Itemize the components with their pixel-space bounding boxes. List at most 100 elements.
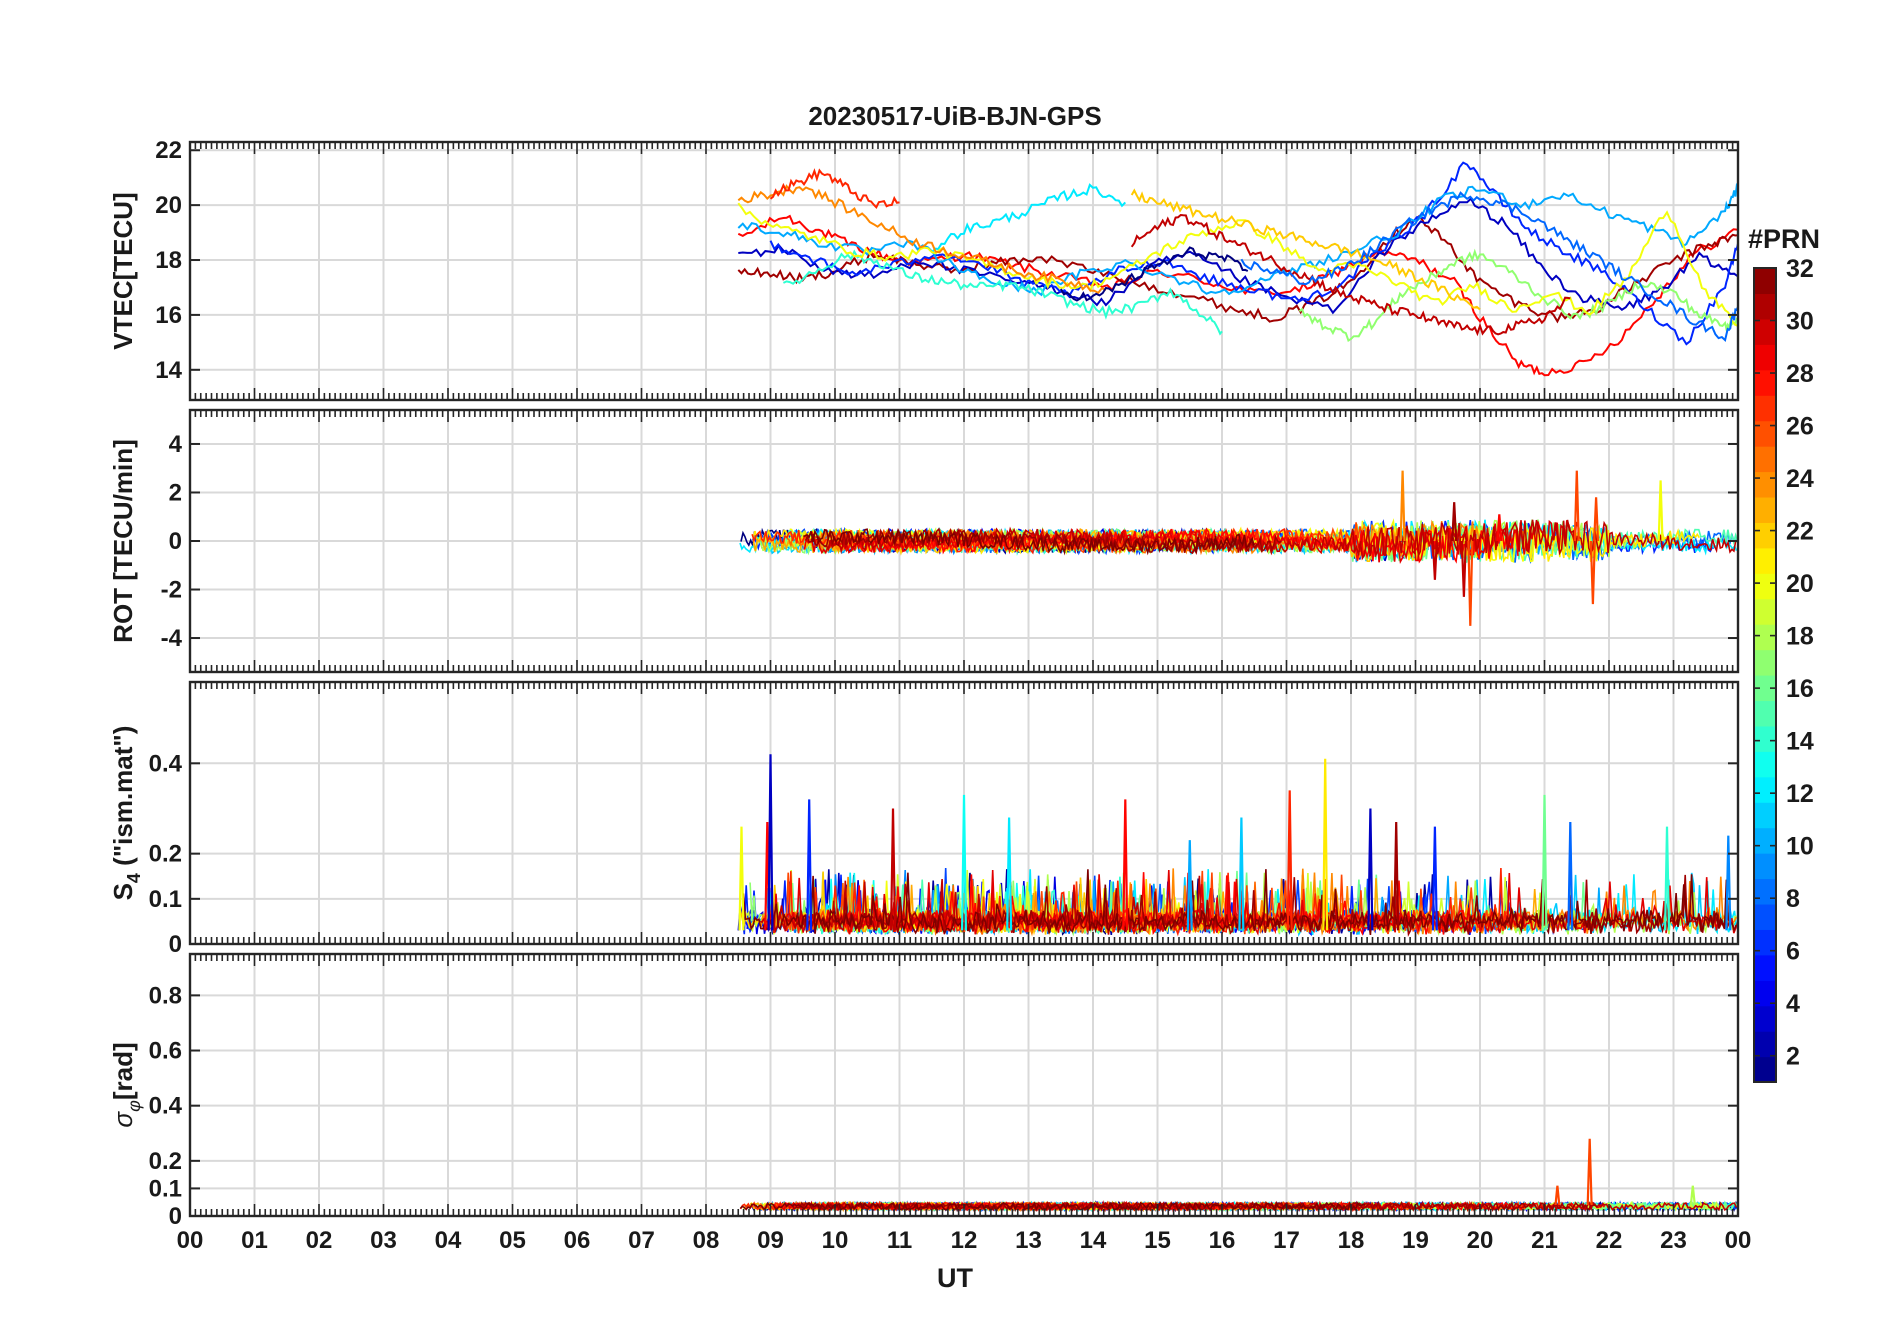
y-tick-label: 0.2 — [149, 1148, 182, 1175]
y-tick-label: 18 — [155, 247, 182, 274]
colorbar-segment — [1754, 827, 1776, 854]
colorbar-segment — [1754, 395, 1776, 422]
colorbar-tick-label: 32 — [1786, 255, 1814, 283]
vtec-series-prn-28 — [737, 214, 1738, 377]
chart-title: 20230517-UiB-BJN-GPS — [808, 101, 1101, 131]
colorbar-tick-label: 22 — [1786, 518, 1814, 546]
vtec-series-prn-12 — [930, 183, 1127, 254]
s4-spike — [1286, 790, 1293, 931]
colorbar-tick-label: 24 — [1786, 465, 1814, 493]
s4-spike — [1122, 799, 1129, 931]
x-tick-label: 09 — [757, 1227, 784, 1254]
x-tick-label: 07 — [628, 1227, 655, 1254]
colorbar-segment — [1754, 802, 1776, 829]
colorbar-tick-label: 16 — [1786, 675, 1814, 703]
rot-spike — [1467, 540, 1474, 626]
s4-spike — [1567, 821, 1574, 931]
colorbar-tick-label: 2 — [1786, 1043, 1800, 1071]
colorbar-segment — [1754, 675, 1776, 702]
colorbar-tick-label: 26 — [1786, 413, 1814, 441]
colorbar-segment — [1754, 878, 1776, 905]
s4-spike — [1006, 817, 1013, 931]
s4-spike — [890, 808, 897, 931]
colorbar-segment — [1754, 598, 1776, 625]
colorbar-segment — [1754, 522, 1776, 549]
y-axis-label: VTEC[TECU] — [108, 192, 138, 349]
colorbar-frame — [1753, 267, 1777, 1083]
y-axis-label: ROT [TECU/min] — [108, 439, 138, 643]
y-tick-label: 14 — [155, 357, 182, 384]
colorbar-segment — [1754, 1056, 1776, 1083]
vtec-series-prn-3 — [738, 196, 1738, 315]
colorbar-tick-label: 20 — [1786, 570, 1814, 598]
colorbar-segment — [1754, 471, 1776, 498]
rot-spike — [1573, 470, 1580, 542]
colorbar-segment — [1754, 573, 1776, 600]
y-tick-label: 0.6 — [149, 1038, 182, 1065]
rot-spike — [1657, 480, 1664, 542]
colorbar-segment — [1754, 420, 1776, 447]
colorbar-segment — [1754, 980, 1776, 1007]
colorbar-tick-label: 6 — [1786, 938, 1800, 966]
s4-spike — [1367, 808, 1374, 931]
x-tick-label: 00 — [177, 1227, 204, 1254]
x-axis-label: UT — [937, 1263, 973, 1293]
colorbar-tick-label: 28 — [1786, 360, 1814, 388]
sigphi-spike — [1689, 1185, 1696, 1206]
y-tick-label: -2 — [161, 577, 182, 604]
vtec-series-prn-17 — [1298, 248, 1738, 342]
colorbar-tick-label: 10 — [1786, 833, 1814, 861]
colorbar-segment — [1754, 293, 1776, 320]
colorbar-segment — [1754, 776, 1776, 803]
vtec-series-prn-10 — [737, 182, 1738, 297]
vtec-series-prn-20 — [737, 202, 1738, 327]
x-tick-label: 00 — [1725, 1227, 1752, 1254]
colorbar-segment — [1754, 268, 1776, 295]
panel-rot: -4 -2 0 2 4 ROT [TECU/min] — [108, 408, 1740, 674]
rot-spike — [1451, 502, 1458, 542]
s4-spike — [1541, 794, 1548, 931]
x-tick-label: 10 — [822, 1227, 849, 1254]
x-tick-label: 13 — [1015, 1227, 1042, 1254]
x-tick-label: 22 — [1596, 1227, 1623, 1254]
colorbar-tick-label: 8 — [1786, 885, 1800, 913]
colorbar-segment — [1754, 853, 1776, 880]
colorbar-segment — [1754, 446, 1776, 473]
colorbar-segment — [1754, 1005, 1776, 1032]
x-tick-label: 16 — [1209, 1227, 1236, 1254]
vtec-series-prn-30 — [1130, 213, 1571, 337]
y-tick-label: 0 — [169, 528, 182, 555]
x-tick-label: 11 — [887, 1227, 912, 1254]
rot-spike — [1460, 540, 1467, 597]
panel-data — [737, 161, 1738, 377]
y-axis-label: σφ[rad] — [108, 1042, 144, 1127]
s4-spike — [1322, 758, 1329, 931]
y-tick-label: 0.8 — [149, 982, 182, 1009]
colorbar-segment — [1754, 547, 1776, 574]
x-tick-label: 23 — [1660, 1227, 1687, 1254]
vtec-series-prn-24 — [737, 184, 1107, 295]
y-tick-label: 0.1 — [149, 1175, 182, 1202]
s4-spike — [767, 754, 774, 931]
y-tick-label: 0 — [169, 1203, 182, 1230]
colorbar-segment — [1754, 318, 1776, 345]
x-tick-label: 04 — [435, 1227, 462, 1254]
y-tick-label: 20 — [155, 192, 182, 219]
colorbar-segment — [1754, 369, 1776, 396]
rot-spike — [1431, 540, 1438, 580]
colorbar-tick-label: 30 — [1786, 308, 1814, 336]
vtec-series-prn-1 — [1059, 246, 1249, 302]
colorbar-segment — [1754, 929, 1776, 956]
panel-vtec: 14 16 18 20 22 VTEC[TECU] — [108, 137, 1740, 402]
x-tick-label: 08 — [693, 1227, 720, 1254]
s4-spike — [1431, 826, 1438, 931]
vtec-series-prn-31 — [737, 215, 1738, 324]
rot-spike — [1496, 514, 1503, 542]
rot-spike — [1593, 497, 1600, 542]
colorbar-segment — [1754, 624, 1776, 651]
s4-spike — [961, 794, 967, 931]
rot-spike — [1399, 470, 1406, 542]
x-tick-label: 02 — [306, 1227, 333, 1254]
